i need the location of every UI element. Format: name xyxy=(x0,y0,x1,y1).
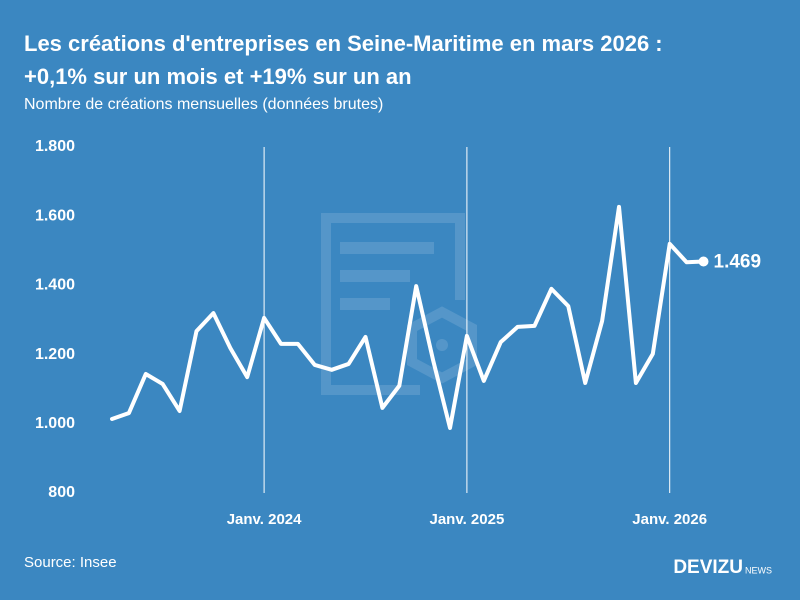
x-tick-label: Janv. 2026 xyxy=(632,511,707,528)
brand-suffix: NEWS xyxy=(745,565,772,575)
source: Source: Insee xyxy=(24,554,117,571)
watermark xyxy=(321,213,477,395)
chart-title: +0,1% sur un mois et +19% sur un an xyxy=(24,64,412,89)
y-tick-label: 800 xyxy=(48,484,75,501)
y-tick-label: 1.600 xyxy=(35,207,75,224)
x-tick-label: Janv. 2025 xyxy=(430,511,505,528)
data-line xyxy=(110,204,706,430)
watermark-bar xyxy=(340,270,410,282)
watermark-doc xyxy=(321,213,465,395)
y-tick-label: 1.000 xyxy=(35,415,75,432)
chart-title: Les créations d'entreprises en Seine-Mar… xyxy=(24,31,663,56)
end-point xyxy=(698,256,709,267)
value-label: 1.469 xyxy=(714,252,762,273)
watermark-dot xyxy=(436,339,448,351)
y-tick-label: 1.200 xyxy=(35,346,75,363)
x-tick-label: Janv. 2024 xyxy=(227,511,302,528)
watermark-hex xyxy=(407,306,477,384)
y-tick-label: 1.400 xyxy=(35,277,75,294)
brand: DEVIZU xyxy=(673,557,743,578)
chart-subtitle: Nombre de créations mensuelles (données … xyxy=(24,96,383,113)
y-tick-label: 1.800 xyxy=(35,138,75,155)
watermark-bar xyxy=(340,242,434,254)
watermark-bar xyxy=(340,298,390,310)
